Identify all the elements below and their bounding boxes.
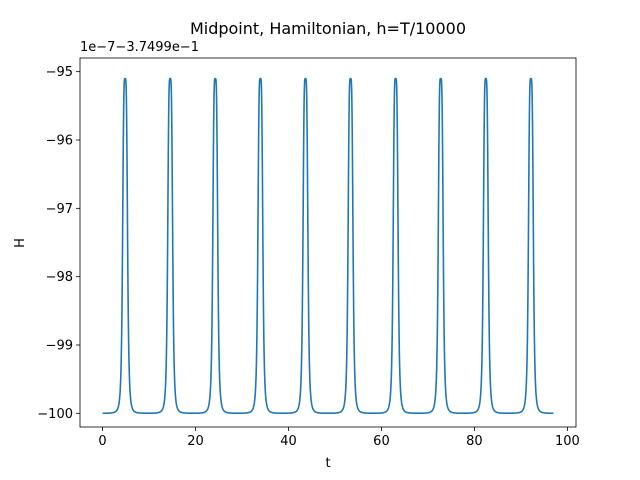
x-tick-label: 0 — [98, 434, 106, 449]
y-tick-label: −98 — [46, 270, 73, 285]
y-axis-label: H — [13, 238, 28, 248]
y-tick-label: −99 — [46, 339, 73, 354]
y-tick-label: −97 — [46, 202, 73, 217]
x-tick-label: 80 — [466, 434, 483, 449]
plot-area — [79, 57, 577, 428]
y-tick-label: −100 — [37, 407, 73, 422]
x-axis-ticks: 0 20 40 60 80 100 — [98, 427, 580, 449]
x-tick-label: 100 — [555, 434, 580, 449]
x-tick-label: 20 — [187, 434, 204, 449]
y-tick-label: −95 — [46, 65, 73, 80]
chart-title: Midpoint, Hamiltonian, h=T/10000 — [190, 19, 466, 38]
y-axis-offset-label: 1e−7−3.7499e−1 — [80, 40, 199, 55]
series-line — [101, 77, 555, 415]
x-tick-label: 40 — [280, 434, 297, 449]
y-axis-ticks: −100 −99 −98 −97 −96 −95 — [37, 65, 80, 422]
axes-frame — [79, 57, 577, 428]
x-tick-label: 60 — [373, 434, 390, 449]
x-axis-label: t — [325, 456, 330, 471]
y-tick-label: −96 — [46, 134, 73, 149]
